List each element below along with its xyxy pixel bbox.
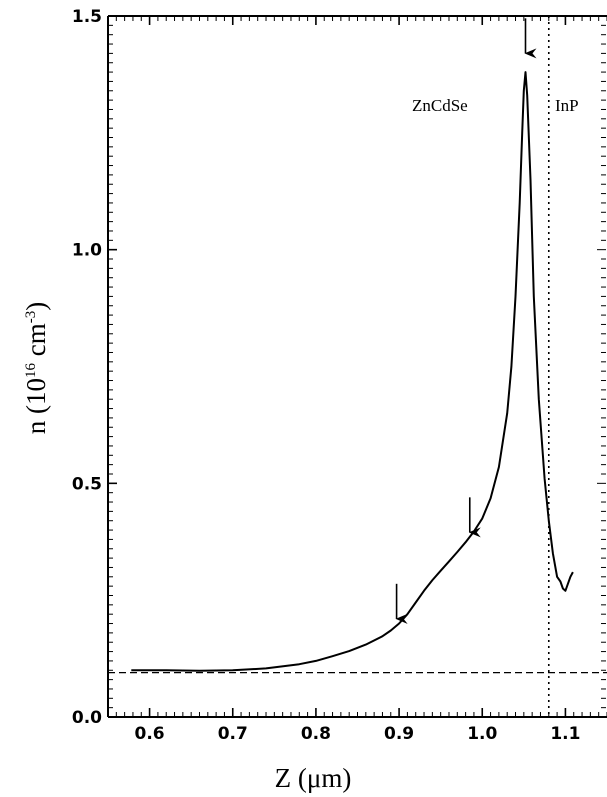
x-axis-label: Z (μm) <box>275 763 352 793</box>
data-series <box>131 71 574 672</box>
x-tick-label: 0.7 <box>218 724 248 744</box>
plot-axes <box>107 15 607 718</box>
x-tick-label: 0.9 <box>384 724 414 744</box>
region-label-zncdse: ZnCdSe <box>412 96 468 115</box>
data-series-line <box>131 71 574 672</box>
x-tick-label: 1.0 <box>467 724 497 744</box>
x-tick-label: 1.1 <box>550 724 580 744</box>
y-tick-label: 0.0 <box>72 708 102 728</box>
y-tick-label: 0.5 <box>72 474 102 494</box>
y-tick-label: 1.0 <box>72 241 102 261</box>
x-tick-label: 0.6 <box>135 724 165 744</box>
x-tick-label: 0.8 <box>301 724 331 744</box>
reference-lines <box>108 16 607 717</box>
region-label-inp: InP <box>555 96 579 115</box>
y-axis-label: n (1016 cm-3) <box>21 302 51 435</box>
arrow-markers <box>395 18 537 624</box>
tick-labels: 0.6 0.7 0.8 0.9 1.0 1.1 0.0 0.5 1.0 1.5 <box>72 7 581 744</box>
y-tick-label: 1.5 <box>72 7 102 27</box>
